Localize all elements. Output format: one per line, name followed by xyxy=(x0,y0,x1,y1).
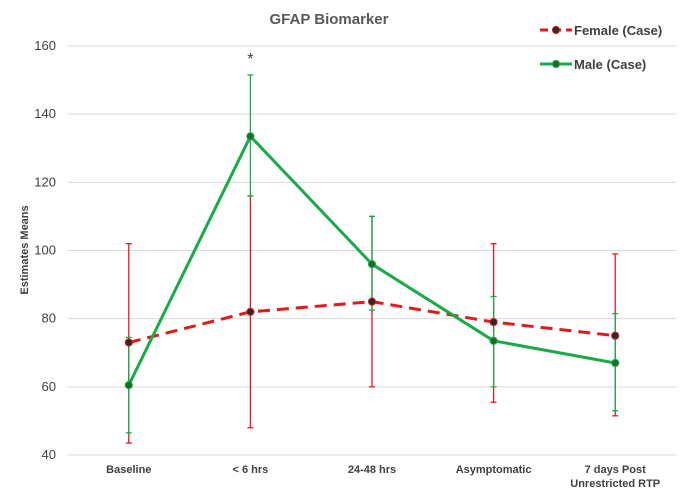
legend-swatch-marker xyxy=(551,25,561,35)
y-axis-ticks: 40 60 80 100 120 140 160 xyxy=(34,38,56,462)
x-tick-label-line: 7 days Post xyxy=(585,464,646,476)
y-tick-label: 120 xyxy=(34,174,56,189)
data-point xyxy=(246,132,255,141)
data-point xyxy=(611,358,620,368)
y-tick-label: 100 xyxy=(34,243,56,258)
x-tick-label-line: Asymptomatic xyxy=(456,464,532,476)
x-tick-label: 7 days Post Unrestricted RTP xyxy=(570,464,660,490)
legend-swatch-marker xyxy=(551,59,561,69)
legend-label: Female (Case) xyxy=(574,23,662,38)
x-tick-label: Baseline xyxy=(106,464,151,476)
x-tick-label-line: Baseline xyxy=(106,464,151,476)
x-tick-label-line: Unrestricted RTP xyxy=(570,478,660,490)
y-tick-label: 140 xyxy=(34,106,56,121)
annotations: * xyxy=(247,51,253,68)
x-tick-label-line: < 6 hrs xyxy=(233,464,269,476)
data-point xyxy=(124,381,133,390)
y-tick-label: 60 xyxy=(42,379,56,394)
y-tick-label: 160 xyxy=(34,38,56,53)
y-tick-label: 80 xyxy=(42,311,56,326)
data-point xyxy=(367,297,377,306)
significance-asterisk: * xyxy=(247,51,253,68)
data-point xyxy=(489,317,498,327)
data-point xyxy=(489,336,498,345)
y-axis-label: Estimates Means xyxy=(19,205,31,294)
x-tick-label: Asymptomatic xyxy=(456,464,532,476)
series-markers xyxy=(124,132,620,390)
legend: Female (Case) Male (Case) xyxy=(540,23,662,72)
data-point xyxy=(124,338,133,347)
x-tick-label: 24-48 hrs xyxy=(348,464,396,476)
data-point xyxy=(611,331,620,340)
x-tick-label-line: 24-48 hrs xyxy=(348,464,396,476)
legend-label: Male (Case) xyxy=(574,57,646,72)
y-tick-label: 40 xyxy=(42,447,56,462)
error-bars xyxy=(125,74,619,444)
x-axis-categories: Baseline < 6 hrs 24-48 hrs Asymptomatic 7 da… xyxy=(106,464,660,490)
data-point xyxy=(367,260,377,269)
chart-title: GFAP Biomarker xyxy=(270,11,389,28)
data-point xyxy=(246,307,255,316)
x-tick-label: < 6 hrs xyxy=(233,464,269,476)
